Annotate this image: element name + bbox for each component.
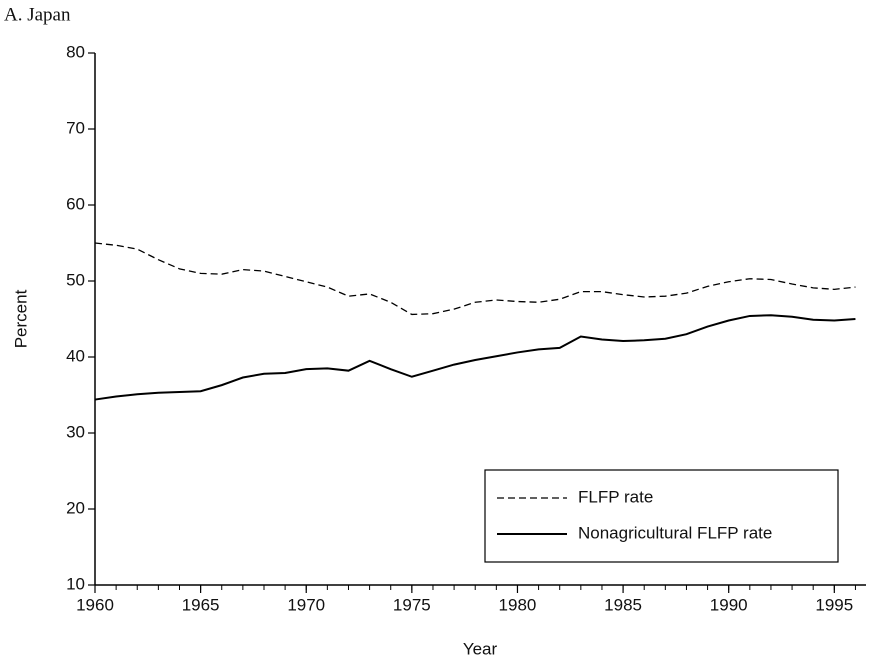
x-tick-label: 1965 (182, 595, 220, 614)
x-tick-label: 1995 (815, 595, 853, 614)
y-tick-label: 40 (66, 346, 85, 365)
legend-label: Nonagricultural FLFP rate (578, 523, 772, 542)
y-tick-label: 60 (66, 194, 85, 213)
chart-title: A. Japan (4, 4, 71, 25)
series-line (94, 242, 856, 316)
x-tick-label: 1960 (76, 595, 114, 614)
y-tick-label: 20 (66, 498, 85, 517)
y-tick-label: 30 (66, 422, 85, 441)
x-tick-label: 1970 (287, 595, 325, 614)
y-tick-label: 50 (66, 270, 85, 289)
y-tick-label: 80 (66, 42, 85, 61)
x-tick-label: 1980 (499, 595, 537, 614)
legend-label: FLFP rate (578, 487, 653, 506)
series-line (94, 314, 856, 401)
x-axis-label: Year (463, 639, 498, 658)
x-tick-label: 1990 (710, 595, 748, 614)
y-axis-label: Percent (11, 289, 30, 348)
x-tick-label: 1975 (393, 595, 431, 614)
y-tick-label: 70 (66, 118, 85, 137)
x-tick-label: 1985 (604, 595, 642, 614)
y-tick-label: 10 (66, 574, 85, 593)
legend-box (484, 469, 839, 563)
